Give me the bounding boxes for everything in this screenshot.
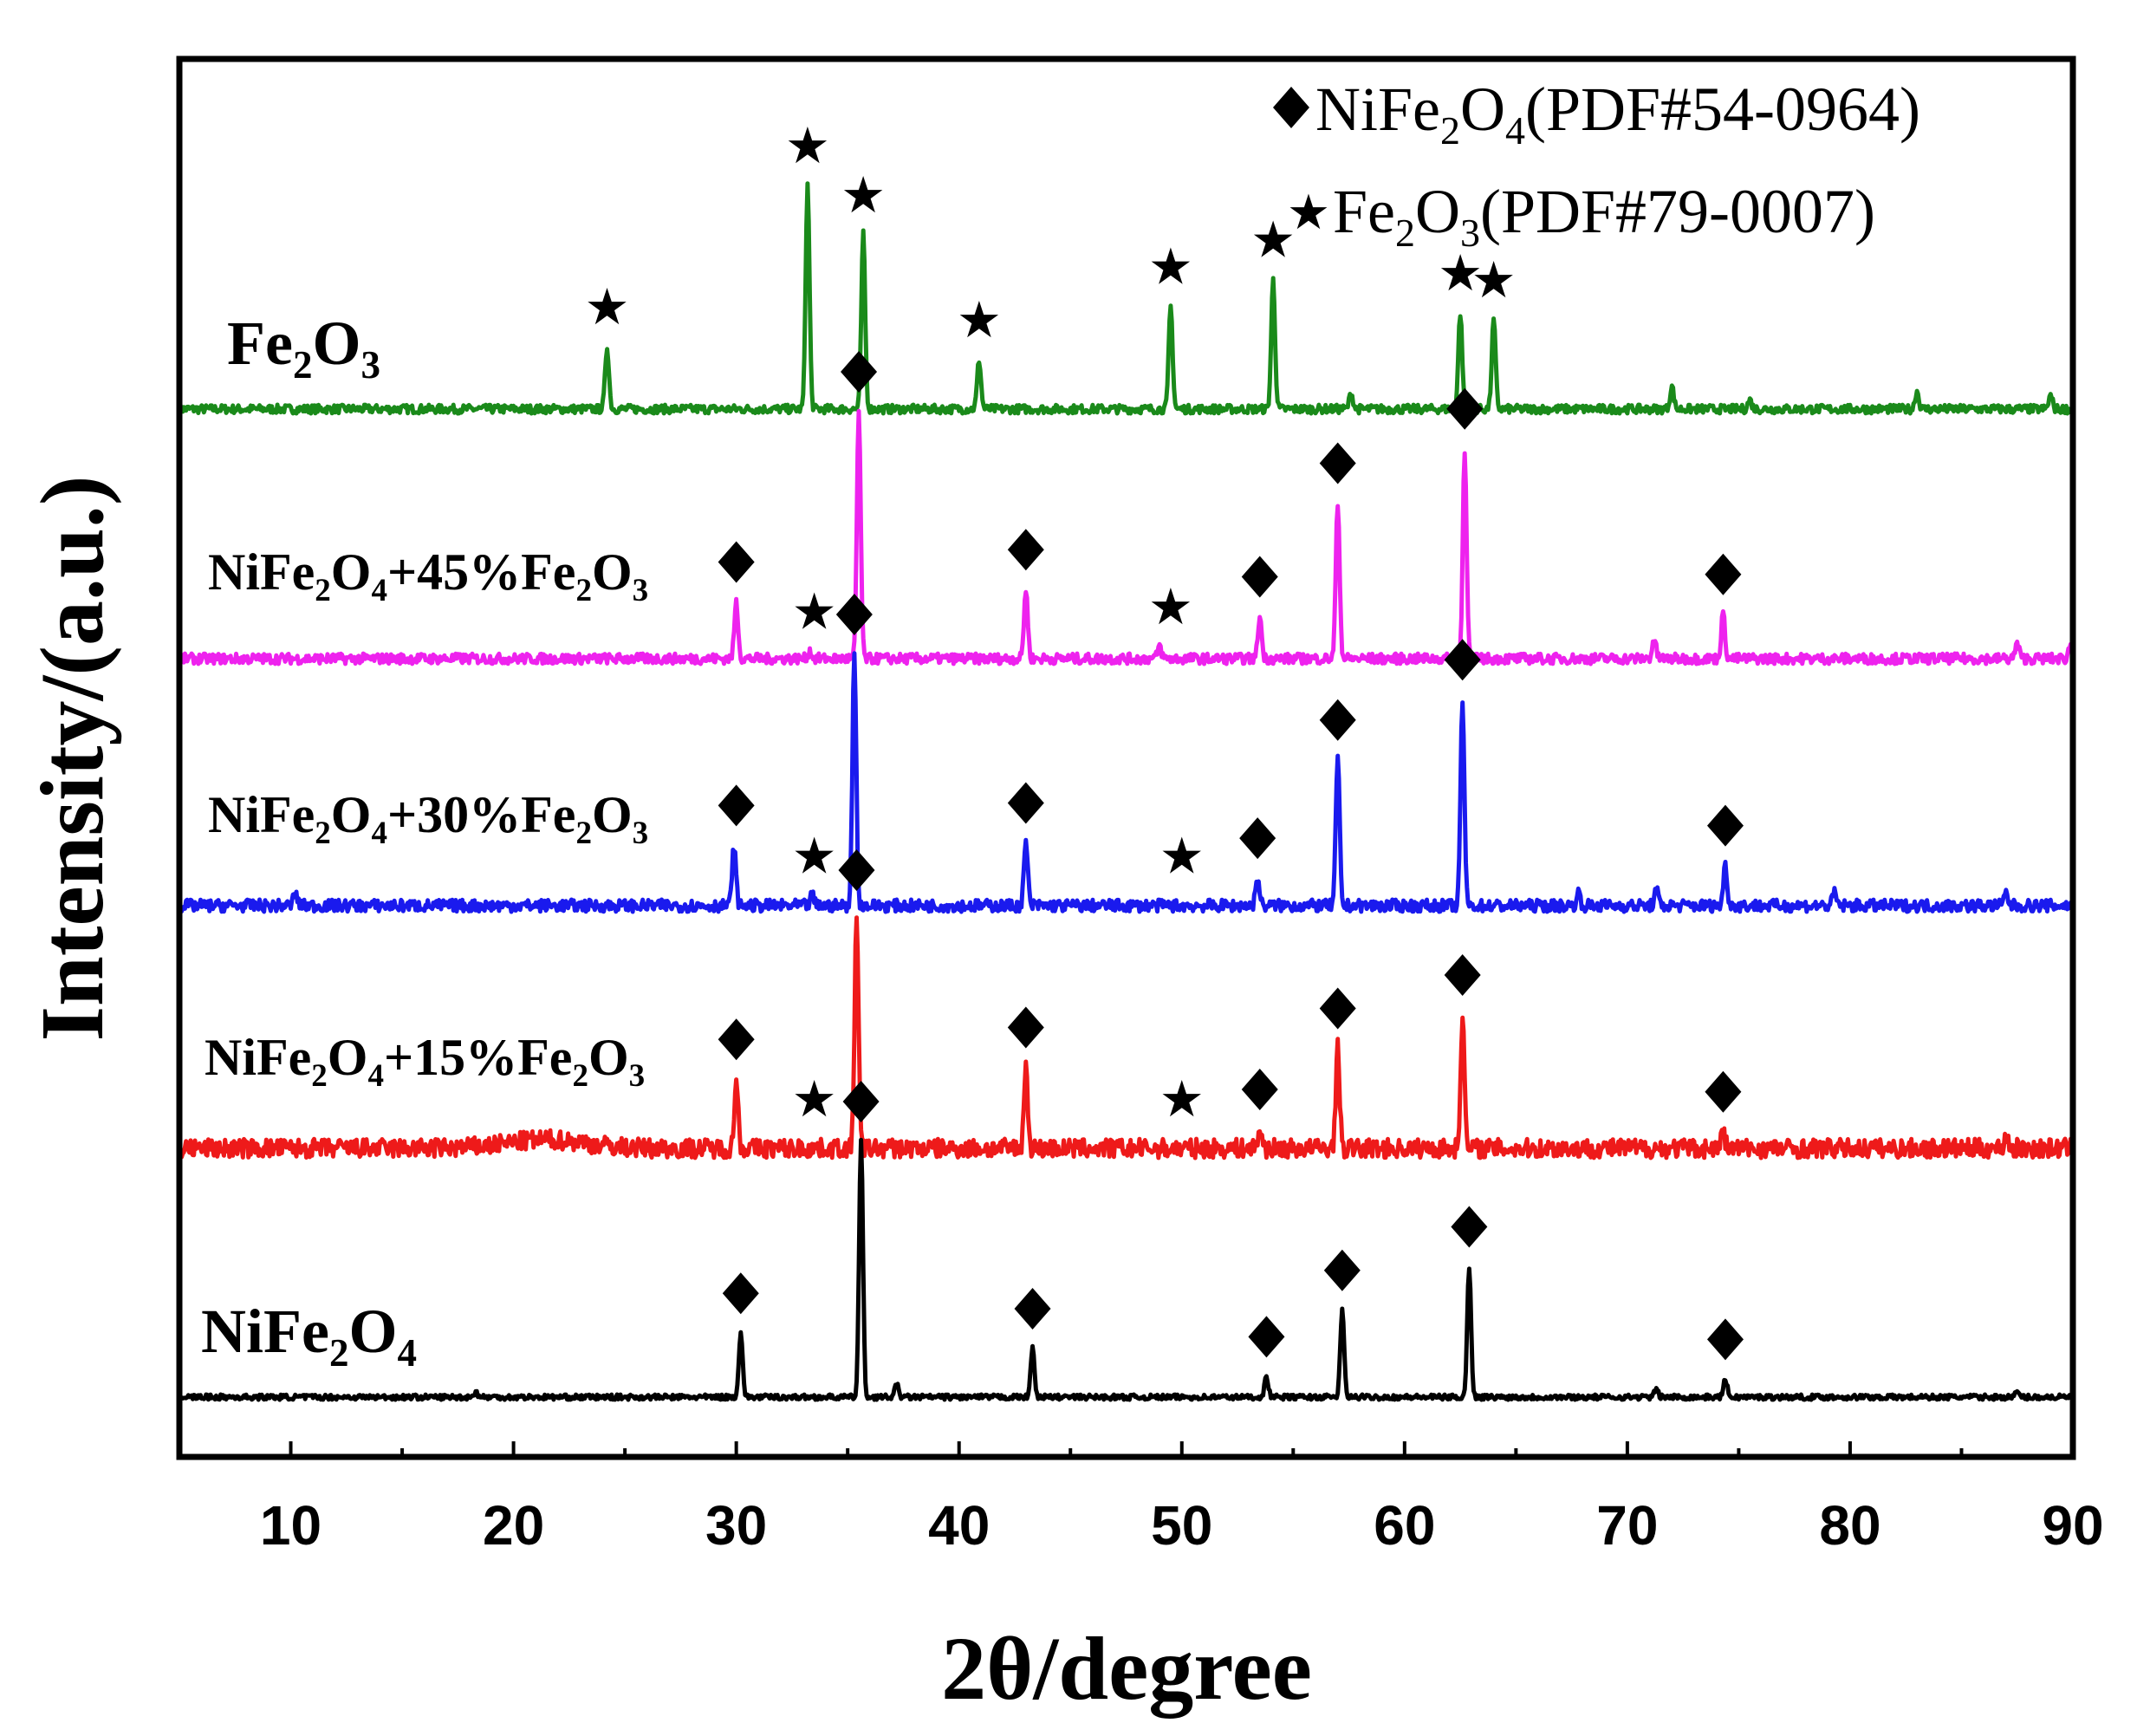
diamond-marker	[1706, 804, 1744, 847]
diamond-marker	[1007, 1006, 1044, 1049]
diamond-marker	[1007, 782, 1044, 824]
series-line	[177, 181, 2075, 416]
diamond-marker	[718, 784, 755, 827]
diamond-marker	[1705, 553, 1742, 595]
x-tick-label: 90	[2042, 1494, 2103, 1557]
star-marker: ★	[841, 166, 886, 224]
series-line	[178, 1137, 2075, 1402]
diamond-marker	[718, 541, 755, 583]
diamond-marker	[1319, 987, 1356, 1030]
diamond-marker	[838, 849, 875, 891]
series-label: NiFe2O4+45%Fe2O3	[208, 543, 648, 608]
star-marker: ★	[1148, 237, 1193, 296]
legend-entry-label: NiFe2O4(PDF#54-0964)	[1315, 75, 1920, 153]
x-tick-label: 60	[1374, 1494, 1435, 1557]
x-axis-tick-labels: 10 20 30 40 50 60 70 80 90	[260, 1494, 2104, 1557]
diamond-marker	[1319, 699, 1356, 741]
star-marker: ★	[785, 116, 830, 175]
star-marker: ★	[957, 290, 1002, 349]
diamond-marker	[1248, 1316, 1285, 1358]
diamond-marker	[1444, 639, 1481, 681]
x-tick-label: 10	[260, 1494, 322, 1557]
star-marker: ★	[792, 1070, 837, 1128]
x-axis-ticks	[178, 1441, 2075, 1457]
x-axis-title: 2θ/degree	[941, 1619, 1312, 1719]
plot-frame	[176, 55, 2076, 1460]
star-marker: ★	[1250, 210, 1296, 269]
legend-entry-label: Fe2O3(PDF#79-0007)	[1333, 177, 1875, 255]
x-tick-label: 80	[1819, 1494, 1880, 1557]
x-tick-label: 50	[1151, 1494, 1212, 1557]
legend-diamond-icon	[1273, 87, 1309, 128]
series-labels: Fe2O3 NiFe2O4+45%Fe2O3 NiFe2O4+30%Fe2O3 NiF…	[201, 309, 648, 1375]
x-tick-label: 20	[483, 1494, 544, 1557]
star-marker: ★	[792, 582, 837, 640]
star-marker: ★	[792, 826, 837, 885]
x-tick-label: 40	[928, 1494, 990, 1557]
series-label: Fe2O3	[227, 309, 380, 387]
series-label: NiFe2O4	[201, 1297, 417, 1375]
peak-markers: ★★★★★ ★★★★ ★★ ★★ ★	[585, 116, 1744, 1361]
diamond-marker	[1706, 1318, 1744, 1361]
legend: NiFe2O4(PDF#54-0964) ★ Fe2O3(PDF#79-0007)	[1273, 75, 1920, 255]
diamond-marker	[842, 1081, 880, 1122]
diamond-marker	[835, 594, 873, 635]
star-marker: ★	[1471, 250, 1517, 309]
series-line	[177, 408, 2075, 666]
star-marker: ★	[1159, 826, 1205, 885]
diamond-marker	[1239, 817, 1276, 860]
diamond-marker	[722, 1272, 759, 1315]
diamond-marker	[1444, 954, 1481, 996]
x-tick-label: 70	[1596, 1494, 1658, 1557]
diamond-marker	[1319, 442, 1356, 484]
star-marker: ★	[1148, 577, 1193, 636]
legend-star-icon: ★	[1287, 185, 1330, 241]
star-marker: ★	[1159, 1070, 1205, 1128]
y-axis-title: Intensity/(a.u.)	[23, 476, 122, 1042]
x-tick-label: 30	[705, 1494, 767, 1557]
diamond-marker	[1451, 1206, 1488, 1248]
series-label: NiFe2O4+30%Fe2O3	[208, 786, 648, 851]
star-marker: ★	[585, 277, 630, 336]
diamond-marker	[1007, 529, 1044, 571]
series-line	[177, 651, 2075, 914]
diamond-marker	[1705, 1070, 1742, 1113]
diamond-marker	[1446, 387, 1484, 430]
diamond-marker	[1323, 1249, 1361, 1291]
diamond-marker	[841, 351, 878, 393]
series-line	[177, 915, 2075, 1161]
diamond-marker	[1241, 556, 1278, 598]
plot-series	[177, 181, 2075, 1402]
diamond-marker	[718, 1018, 755, 1061]
star-marker: ★	[1438, 244, 1483, 302]
diamond-marker	[1241, 1069, 1278, 1110]
diamond-marker	[1014, 1287, 1051, 1330]
series-label: NiFe2O4+15%Fe2O3	[205, 1029, 645, 1094]
